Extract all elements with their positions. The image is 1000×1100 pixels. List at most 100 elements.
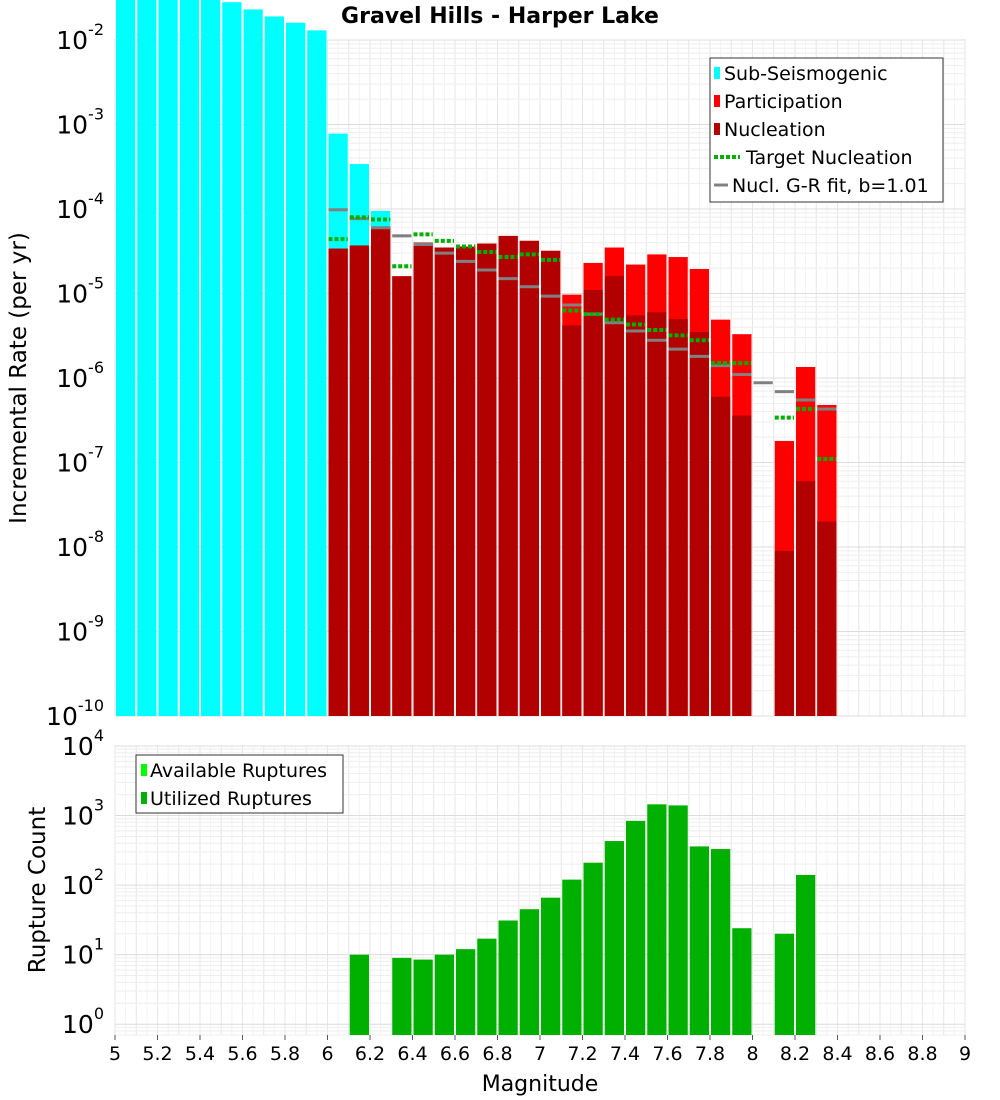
x-tick-label: 8 (746, 1043, 758, 1065)
x-tick-label: 7.6 (652, 1043, 682, 1065)
x-tick-label: 6.8 (482, 1043, 512, 1065)
rate-y-tick-label: 10-10 (46, 696, 104, 731)
x-tick-label: 6.4 (397, 1043, 427, 1065)
nucleation-bar (392, 276, 412, 716)
nucleation-bar (562, 325, 582, 716)
count-grid (114, 745, 966, 1036)
rate-y-tick-label: 10-6 (56, 358, 104, 393)
utilized-ruptures-bar (796, 874, 816, 1035)
sub-seismogenic-bar (116, 0, 136, 717)
count-y-tick-label: 103 (62, 796, 104, 831)
legend-label-gr-fit: Nucl. G-R fit, b=1.01 (732, 175, 929, 197)
count-y-tick-label: 104 (62, 726, 104, 761)
x-tick-label: 5.2 (142, 1043, 172, 1065)
nucleation-bar (817, 521, 837, 716)
nucleation-bar (328, 248, 348, 716)
utilized-ruptures-bar (626, 820, 646, 1035)
legend-label-utilized: Utilized Ruptures (150, 788, 312, 810)
nucleation-bar (519, 240, 539, 716)
count-legend-box (135, 754, 344, 814)
count-y-axis-label: Rupture Count (25, 807, 51, 973)
nucleation-bar (583, 290, 603, 716)
rate-legend-box (709, 57, 944, 203)
count-y-tick-label: 102 (62, 865, 104, 900)
utilized-ruptures-bar (477, 938, 497, 1035)
sub-seismogenic-bar (158, 0, 178, 717)
count-panel: 100 101 102 103 104 Rupture Count Available … (25, 726, 966, 1039)
nucleation-bar (541, 250, 561, 716)
count-y-tick-label: 101 (62, 935, 104, 970)
count-y-tick-label: 100 (62, 1004, 104, 1039)
x-tick-label: 9 (959, 1043, 971, 1065)
nucleation-bar (477, 243, 497, 716)
rate-y-axis-label: Incremental Rate (per yr) (6, 232, 32, 524)
utilized-ruptures-bar (562, 879, 582, 1035)
x-tick-label: 7.2 (567, 1043, 597, 1065)
legend-label-target-nucleation: Target Nucleation (745, 147, 913, 169)
utilized-ruptures-bar (541, 897, 561, 1035)
utilized-ruptures-bar (349, 954, 369, 1035)
nucleation-bar (498, 235, 518, 716)
x-tick-label: 5.8 (270, 1043, 300, 1065)
nucleation-bar (774, 550, 794, 716)
nucleation-bar (604, 276, 624, 716)
rate-lines (328, 208, 837, 462)
rate-y-tick-label: 10-5 (56, 274, 104, 309)
rate-panel: 10-10 10-9 10-8 10-7 10-6 10-5 10-4 10-3 10-2 In… (6, 0, 966, 731)
x-axis-label: Magnitude (482, 1072, 599, 1097)
legend-swatch-utilized (141, 792, 147, 804)
sub-seismogenic-bar (137, 0, 157, 717)
x-tick-label: 6.2 (355, 1043, 385, 1065)
sub-seismogenic-bar (222, 2, 242, 716)
rate-legend: Sub-Seismogenic Participation Nucleation… (709, 57, 944, 203)
rate-y-tick-label: 10-3 (56, 105, 104, 140)
x-tick-label: 7 (534, 1043, 546, 1065)
utilized-ruptures-bar (498, 920, 518, 1035)
x-tick-label: 5.4 (185, 1043, 215, 1065)
nucleation-bar (732, 415, 752, 716)
legend-label-sub-seismogenic: Sub-Seismogenic (724, 63, 888, 85)
x-tick-label: 8.6 (865, 1043, 895, 1065)
utilized-ruptures-bar (604, 841, 624, 1035)
utilized-ruptures-bar (711, 849, 731, 1035)
count-bars (349, 804, 816, 1035)
chart-title: Gravel Hills - Harper Lake (341, 4, 659, 29)
legend-swatch-participation (714, 95, 720, 107)
sub-seismogenic-bar (286, 22, 306, 717)
utilized-ruptures-bar (583, 862, 603, 1035)
nucleation-bar (413, 242, 433, 717)
nucleation-bar (647, 312, 667, 716)
x-tick-label: 7.4 (610, 1043, 640, 1065)
nucleation-bar (456, 246, 476, 716)
utilized-ruptures-bar (519, 909, 539, 1035)
legend-swatch-sub-seismogenic (714, 67, 720, 79)
count-y-ticks: 100 101 102 103 104 (62, 726, 104, 1039)
sub-seismogenic-bar (243, 9, 263, 716)
utilized-ruptures-bar (647, 804, 667, 1035)
utilized-ruptures-bar (456, 949, 476, 1035)
legend-label-participation: Participation (724, 91, 843, 113)
nucleation-bar (711, 396, 731, 716)
legend-label-available: Available Ruptures (150, 760, 327, 782)
legend-swatch-available (141, 764, 147, 776)
rate-y-tick-label: 10-7 (56, 443, 104, 478)
x-tick-label: 5.6 (227, 1043, 257, 1065)
x-tick-label: 5 (109, 1043, 121, 1065)
utilized-ruptures-bar (774, 933, 794, 1035)
x-tick-label: 8.8 (907, 1043, 937, 1065)
nucleation-bar (434, 247, 454, 716)
rate-y-tick-label: 10-8 (56, 527, 104, 562)
sub-seismogenic-bar (201, 0, 221, 717)
nucleation-bar (349, 245, 369, 717)
x-axis-ticks: 5 5.2 5.4 5.6 5.8 6 6.2 6.4 6.6 6.8 7 7.2 7.4 7.6 7.8 8… (109, 1035, 971, 1065)
x-tick-label: 7.8 (695, 1043, 725, 1065)
rate-y-tick-label: 10-9 (56, 612, 104, 647)
x-tick-label: 8.2 (780, 1043, 810, 1065)
utilized-ruptures-bar (434, 954, 454, 1035)
rate-y-ticks: 10-10 10-9 10-8 10-7 10-6 10-5 10-4 10-3 10-2 (46, 20, 104, 731)
nucleation-bar (796, 481, 816, 716)
nucleation-bar (668, 318, 688, 716)
sub-seismogenic-bar (307, 30, 327, 717)
sub-seismogenic-bar (179, 0, 199, 716)
